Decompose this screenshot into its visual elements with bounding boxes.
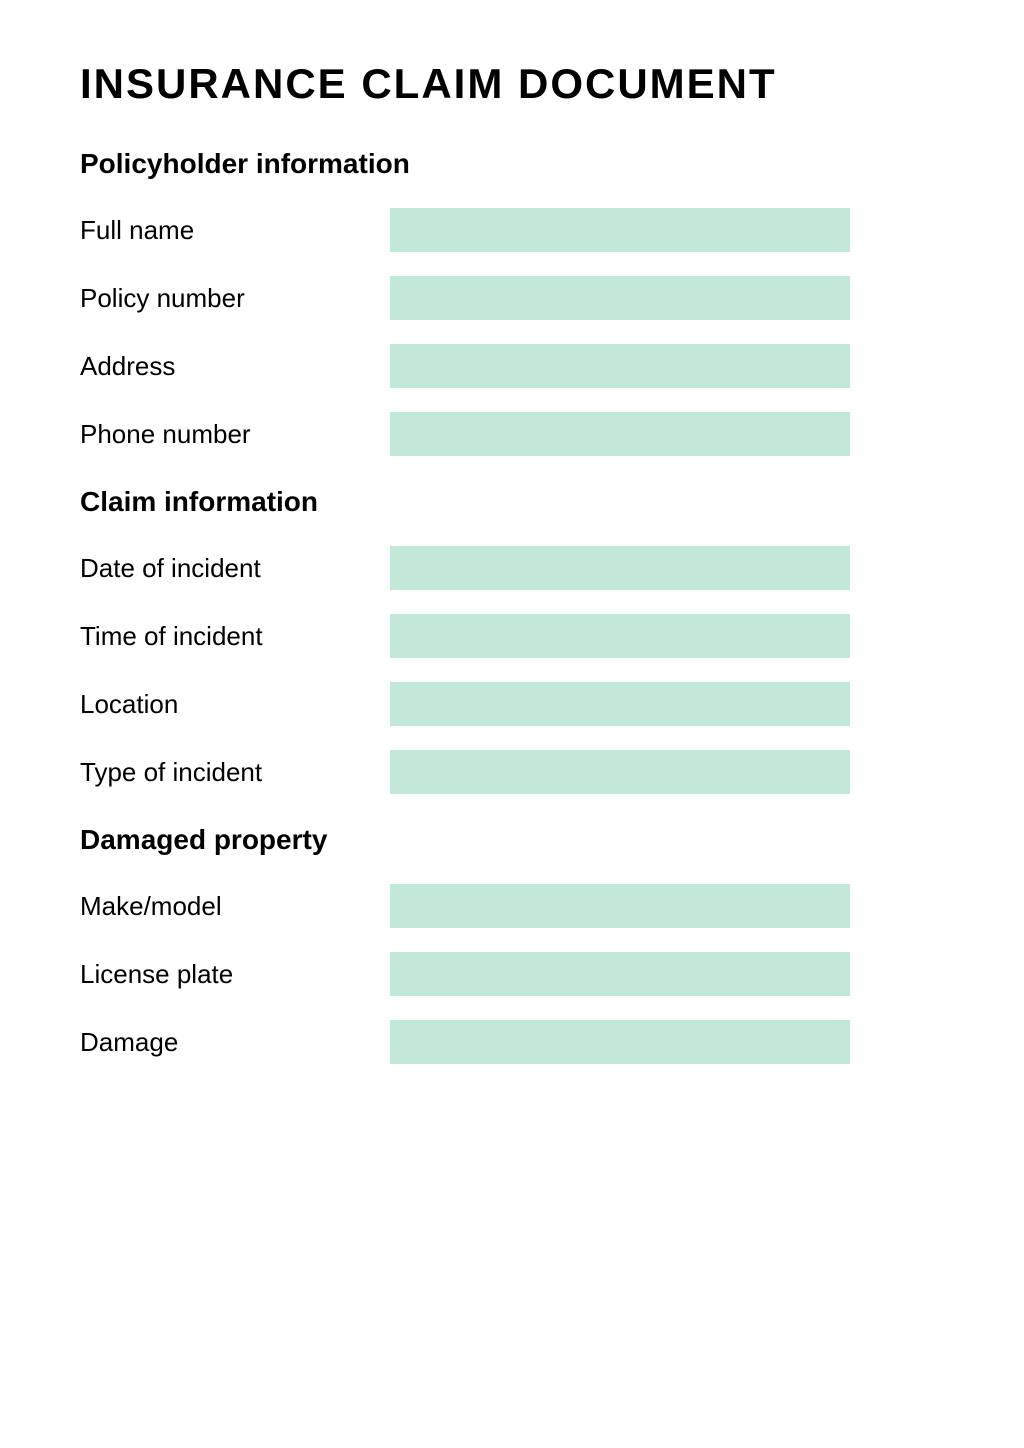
phone-number-label: Phone number bbox=[80, 419, 390, 450]
damaged-property-header: Damaged property bbox=[80, 824, 944, 856]
form-row-damage: Damage bbox=[80, 1020, 944, 1064]
phone-number-input[interactable] bbox=[390, 412, 850, 456]
full-name-label: Full name bbox=[80, 215, 390, 246]
policy-number-input[interactable] bbox=[390, 276, 850, 320]
form-row-date-of-incident: Date of incident bbox=[80, 546, 944, 590]
claim-header: Claim information bbox=[80, 486, 944, 518]
form-row-location: Location bbox=[80, 682, 944, 726]
date-of-incident-input[interactable] bbox=[390, 546, 850, 590]
policyholder-header: Policyholder information bbox=[80, 148, 944, 180]
policyholder-section: Policyholder information Full name Polic… bbox=[80, 148, 944, 456]
damage-input[interactable] bbox=[390, 1020, 850, 1064]
time-of-incident-input[interactable] bbox=[390, 614, 850, 658]
type-of-incident-label: Type of incident bbox=[80, 757, 390, 788]
form-row-make-model: Make/model bbox=[80, 884, 944, 928]
form-row-type-of-incident: Type of incident bbox=[80, 750, 944, 794]
form-row-full-name: Full name bbox=[80, 208, 944, 252]
form-row-address: Address bbox=[80, 344, 944, 388]
make-model-label: Make/model bbox=[80, 891, 390, 922]
license-plate-label: License plate bbox=[80, 959, 390, 990]
page-title: INSURANCE CLAIM DOCUMENT bbox=[80, 60, 944, 108]
date-of-incident-label: Date of incident bbox=[80, 553, 390, 584]
claim-section: Claim information Date of incident Time … bbox=[80, 486, 944, 794]
type-of-incident-input[interactable] bbox=[390, 750, 850, 794]
policy-number-label: Policy number bbox=[80, 283, 390, 314]
address-input[interactable] bbox=[390, 344, 850, 388]
form-row-phone-number: Phone number bbox=[80, 412, 944, 456]
location-label: Location bbox=[80, 689, 390, 720]
form-row-time-of-incident: Time of incident bbox=[80, 614, 944, 658]
damage-label: Damage bbox=[80, 1027, 390, 1058]
time-of-incident-label: Time of incident bbox=[80, 621, 390, 652]
form-row-policy-number: Policy number bbox=[80, 276, 944, 320]
full-name-input[interactable] bbox=[390, 208, 850, 252]
damaged-property-section: Damaged property Make/model License plat… bbox=[80, 824, 944, 1064]
location-input[interactable] bbox=[390, 682, 850, 726]
address-label: Address bbox=[80, 351, 390, 382]
license-plate-input[interactable] bbox=[390, 952, 850, 996]
form-row-license-plate: License plate bbox=[80, 952, 944, 996]
make-model-input[interactable] bbox=[390, 884, 850, 928]
